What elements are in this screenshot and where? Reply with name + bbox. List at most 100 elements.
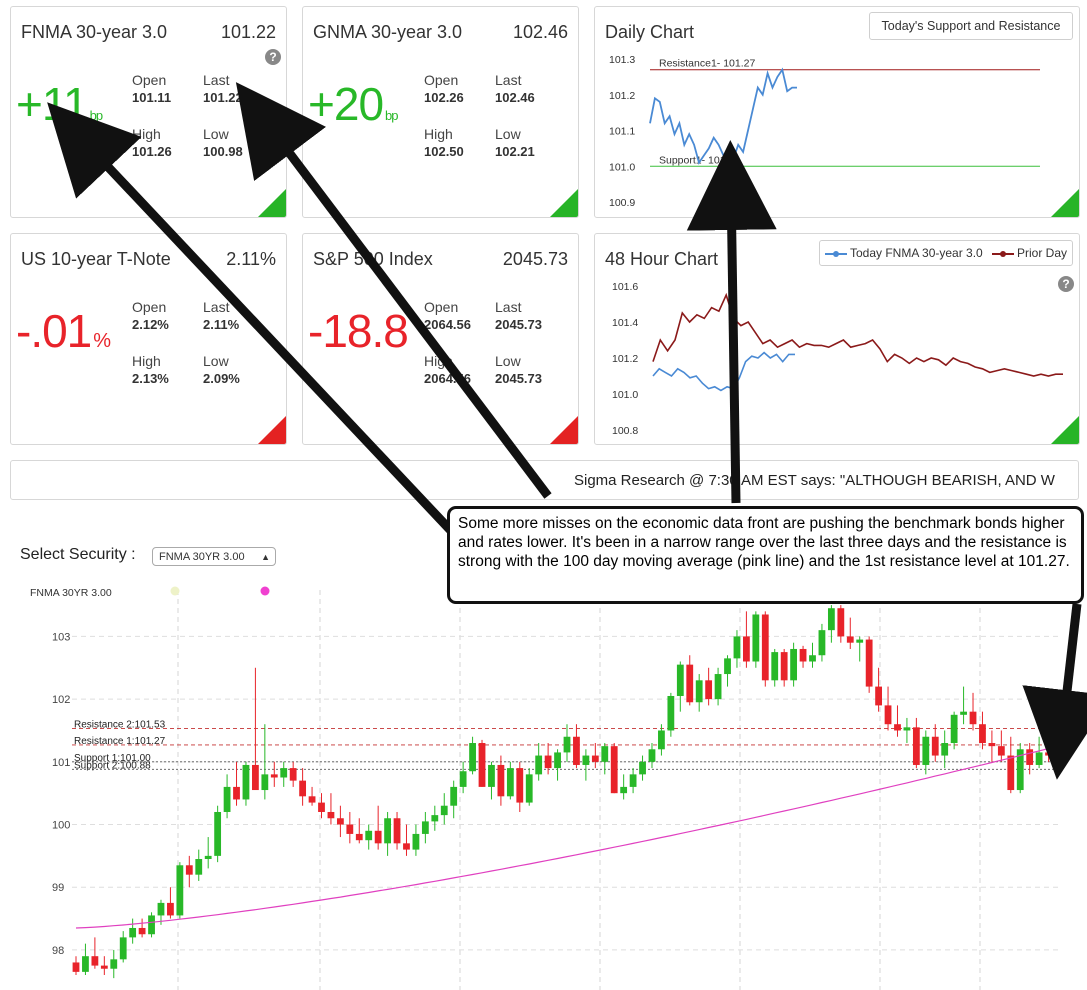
today-line [652, 351, 795, 392]
candle-down [252, 764, 259, 791]
low-label: Low [203, 126, 229, 142]
y-tick-label: 101.3 [609, 54, 635, 66]
high-value: 101.26 [132, 144, 172, 159]
open-value: 101.11 [132, 90, 172, 105]
open-value: 2064.56 [424, 317, 471, 332]
candle-up [667, 695, 675, 731]
low-label: Low [495, 126, 521, 142]
low-stat: Low 102.21 [495, 126, 535, 159]
y-tick-label: 103 [52, 631, 70, 643]
y-tick-label: 101.2 [612, 353, 638, 365]
candle-down [270, 774, 278, 778]
high-stat: High 101.26 [132, 126, 172, 159]
candle-up [431, 815, 439, 822]
last-label: Last [203, 72, 230, 88]
level-label: Support 1:101.00 [74, 753, 151, 764]
candle-down [138, 927, 146, 935]
candle-up [856, 639, 864, 643]
candle-down [969, 711, 977, 725]
candle-up [450, 786, 458, 806]
prior-day-line [652, 292, 1063, 377]
trend-down-icon [258, 416, 286, 444]
gnma-card[interactable]: GNMA 30-year 3.0 102.46 +20 bp Open 102.26… [302, 6, 579, 218]
candle-up [469, 743, 476, 772]
y-tick-label: 101.0 [609, 161, 635, 173]
y-tick-label: 100.8 [612, 425, 638, 437]
y-tick-label: 100 [52, 820, 70, 832]
card-title: US 10-year T-Note [21, 249, 171, 269]
high-stat: High 102.50 [424, 126, 464, 159]
candle-down [686, 664, 694, 703]
candle-down [1007, 755, 1015, 791]
hour48-legend[interactable]: Today FNMA 30-year 3.0 Prior Day [819, 240, 1073, 266]
candle-up [582, 755, 590, 765]
moving-average-line [75, 745, 1059, 929]
daily-chart-card: Daily Chart Today's Support and Resistan… [594, 6, 1080, 218]
legend-prior-swatch [992, 251, 1014, 257]
tnote-card[interactable]: US 10-year T-Note 2.11% -.01% Open 2.12% … [10, 233, 287, 445]
commentary-callout: Some more misses on the economic data fr… [447, 506, 1084, 604]
change-value: +11 bp [16, 77, 103, 131]
card-title: S&P 500 Index [313, 249, 433, 269]
low-value: 2045.73 [495, 371, 542, 386]
candle-down [299, 780, 307, 797]
candle-down [865, 639, 873, 687]
candle-down [780, 652, 788, 681]
candle-up [752, 614, 760, 662]
legend-dot-icon [260, 586, 270, 596]
hour48-chart: 101.6 101.4 101.2 101.0 100.8 [612, 281, 1063, 437]
card-value: 101.22 [220, 22, 276, 42]
daily-chart: 101.3 101.2 101.1 101.0 100.9 Resistance1- 10… [609, 54, 1040, 209]
candle-up [676, 664, 684, 696]
low-label: Low [203, 353, 229, 369]
low-stat: Low 2.09% [203, 353, 240, 386]
candle-up [639, 761, 646, 775]
candle-down [610, 746, 618, 794]
y-tick-label: 101.2 [609, 90, 635, 102]
candle-up [280, 768, 288, 778]
candle-up [384, 818, 391, 844]
high-label: High [132, 126, 161, 142]
candle-up [82, 956, 89, 972]
candle-down [91, 956, 99, 966]
select-security-label: Select Security : [20, 546, 136, 563]
security-select[interactable]: FNMA 30YR 3.00 ▲ [152, 547, 276, 566]
candle-up [110, 959, 118, 969]
help-icon[interactable]: ? [265, 49, 281, 65]
candle-up [214, 811, 222, 856]
candle-up [620, 786, 628, 794]
level-label: Support 2:100.88 [74, 760, 151, 771]
last-value: 101.22 [203, 90, 243, 105]
fnma-card[interactable]: FNMA 30-year 3.0 101.22 ? +11 bp Open 101.… [10, 6, 287, 218]
candle-up [658, 730, 665, 750]
candle-up [440, 805, 448, 816]
last-label: Last [495, 72, 522, 88]
low-label: Low [495, 353, 521, 369]
candle-down [705, 680, 713, 700]
y-tick-label: 101.4 [612, 317, 638, 329]
y-tick-label: 101 [52, 757, 70, 769]
candle-up [733, 636, 741, 659]
y-tick-label: 102 [52, 694, 70, 706]
candle-down [355, 833, 363, 841]
open-stat: Open 102.26 [424, 72, 464, 105]
help-icon[interactable]: ? [1058, 276, 1074, 292]
last-label: Last [203, 299, 230, 315]
support-resistance-button[interactable]: Today's Support and Resistance [869, 12, 1073, 40]
candle-up [459, 771, 467, 787]
main-candlestick-chart: 103 102 101 100 99 98 FNMA 30YR 3.00 Resistance… [30, 586, 1062, 990]
change-number: +20 [308, 78, 384, 130]
low-stat: Low 2045.73 [495, 353, 542, 386]
open-stat: Open 101.11 [132, 72, 171, 105]
change-value: +20 bp [308, 77, 399, 131]
candle-down [894, 724, 901, 731]
sp500-card[interactable]: S&P 500 Index 2045.73 -18.8 Open 2064.56 … [302, 233, 579, 445]
candle-up [223, 786, 231, 812]
hour48-chart-card: 48 Hour Chart Today FNMA 30-year 3.0 Pri… [594, 233, 1080, 445]
candle-up [950, 714, 958, 744]
last-value: 102.46 [495, 90, 535, 105]
candle-down [403, 843, 410, 850]
change-value: -.01% [16, 304, 111, 358]
last-value: 2.11% [203, 317, 240, 332]
card-title: FNMA 30-year 3.0 [21, 22, 168, 42]
